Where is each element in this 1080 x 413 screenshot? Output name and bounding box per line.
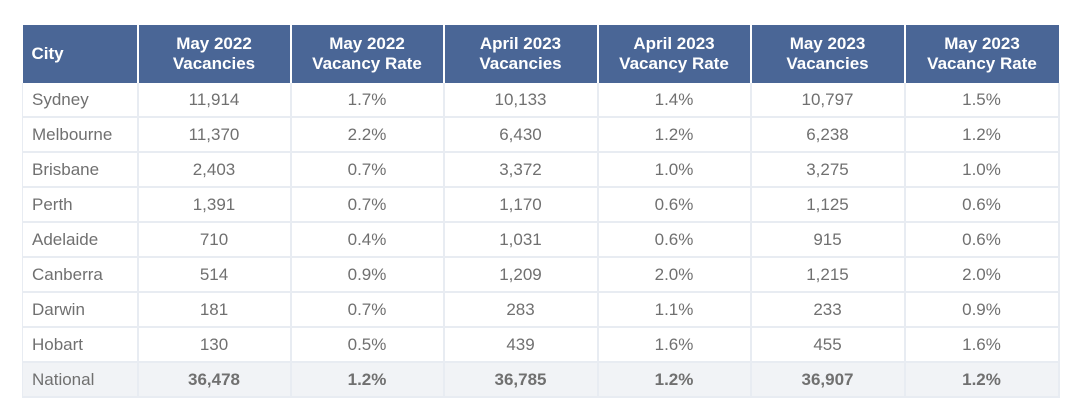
column-header-line2: Vacancy Rate [927,54,1037,73]
value-cell: 0.9% [290,257,445,293]
city-cell: Melbourne [22,117,139,153]
table-row: Darwin 181 0.7% 283 1.1% 233 0.9% [22,292,1060,328]
value-cell: 6,430 [443,117,599,153]
column-header-line2: Vacancies [479,54,562,73]
value-cell: 1,031 [443,222,599,258]
value-cell: 283 [443,292,599,328]
value-cell: 0.6% [597,222,752,258]
city-cell: Perth [22,187,139,223]
city-cell: Brisbane [22,152,139,188]
value-cell: 1.2% [290,362,445,398]
vacancy-table: City May 2022 Vacancies May 2022 Vacancy Rat… [22,25,1060,398]
value-cell: 181 [137,292,292,328]
value-cell: 2.0% [904,257,1060,293]
value-cell: 0.5% [290,327,445,363]
column-header-line1: May 2023 [789,34,866,53]
table-row: Adelaide 710 0.4% 1,031 0.6% 915 0.6% [22,222,1060,258]
city-cell: National [22,362,139,398]
value-cell: 0.6% [597,187,752,223]
value-cell: 1.4% [597,83,752,118]
value-cell: 455 [750,327,906,363]
value-cell: 233 [750,292,906,328]
table-body: Sydney 11,914 1.7% 10,133 1.4% 10,797 1.5% Melb… [22,83,1060,398]
value-cell: 2,403 [137,152,292,188]
value-cell: 439 [443,327,599,363]
column-header-line2: Vacancies [786,54,869,73]
value-cell: 514 [137,257,292,293]
value-cell: 36,785 [443,362,599,398]
city-cell: Darwin [22,292,139,328]
value-cell: 0.7% [290,152,445,188]
value-cell: 11,914 [137,83,292,118]
value-cell: 0.7% [290,292,445,328]
city-cell: Adelaide [22,222,139,258]
column-header-line1: May 2022 [329,34,405,53]
value-cell: 11,370 [137,117,292,153]
value-cell: 2.2% [290,117,445,153]
column-header: May 2022 Vacancies [137,25,292,83]
value-cell: 1,170 [443,187,599,223]
value-cell: 1,391 [137,187,292,223]
value-cell: 130 [137,327,292,363]
table-row: Perth 1,391 0.7% 1,170 0.6% 1,125 0.6% [22,187,1060,223]
vacancy-table-container: City May 2022 Vacancies May 2022 Vacancy Rat… [22,25,1060,398]
value-cell: 1.2% [904,117,1060,153]
column-header-city: City [22,25,139,83]
column-header-line2: Vacancy Rate [619,54,729,73]
column-header-line1: City [31,44,64,63]
city-cell: Sydney [22,83,139,118]
value-cell: 3,275 [750,152,906,188]
value-cell: 0.7% [290,187,445,223]
value-cell: 1.2% [597,362,752,398]
total-row: National 36,478 1.2% 36,785 1.2% 36,907 1.2% [22,362,1060,398]
value-cell: 10,797 [750,83,906,118]
column-header-line1: April 2023 [633,34,715,53]
value-cell: 1.0% [597,152,752,188]
value-cell: 1.5% [904,83,1060,118]
column-header: May 2022 Vacancy Rate [290,25,445,83]
value-cell: 1,209 [443,257,599,293]
value-cell: 36,478 [137,362,292,398]
table-row: Canberra 514 0.9% 1,209 2.0% 1,215 2.0% [22,257,1060,293]
value-cell: 1.1% [597,292,752,328]
column-header: May 2023 Vacancies [750,25,906,83]
value-cell: 710 [137,222,292,258]
value-cell: 1.2% [904,362,1060,398]
table-row: Melbourne 11,370 2.2% 6,430 1.2% 6,238 1.2% [22,117,1060,153]
table-row: Sydney 11,914 1.7% 10,133 1.4% 10,797 1.5% [22,83,1060,118]
value-cell: 1,125 [750,187,906,223]
value-cell: 36,907 [750,362,906,398]
value-cell: 2.0% [597,257,752,293]
value-cell: 1.0% [904,152,1060,188]
value-cell: 0.6% [904,187,1060,223]
column-header-line1: April 2023 [479,34,562,53]
value-cell: 10,133 [443,83,599,118]
value-cell: 1.2% [597,117,752,153]
value-cell: 0.9% [904,292,1060,328]
column-header-line2: Vacancy Rate [312,54,422,73]
city-cell: Canberra [22,257,139,293]
value-cell: 1.7% [290,83,445,118]
header-row: City May 2022 Vacancies May 2022 Vacancy Rat… [22,25,1059,83]
value-cell: 1,215 [750,257,906,293]
value-cell: 0.4% [290,222,445,258]
value-cell: 915 [750,222,906,258]
column-header: May 2023 Vacancy Rate [904,25,1059,83]
value-cell: 3,372 [443,152,599,188]
value-cell: 6,238 [750,117,906,153]
column-header: April 2023 Vacancies [443,25,599,83]
table-row: Hobart 130 0.5% 439 1.6% 455 1.6% [22,327,1060,363]
value-cell: 1.6% [597,327,752,363]
column-header-line2: Vacancies [172,54,256,73]
table-row: Brisbane 2,403 0.7% 3,372 1.0% 3,275 1.0% [22,152,1060,188]
column-header-line1: May 2023 [944,34,1020,53]
column-header-line1: May 2022 [176,34,252,53]
city-cell: Hobart [22,327,139,363]
value-cell: 1.6% [904,327,1060,363]
value-cell: 0.6% [904,222,1060,258]
column-header: April 2023 Vacancy Rate [597,25,752,83]
